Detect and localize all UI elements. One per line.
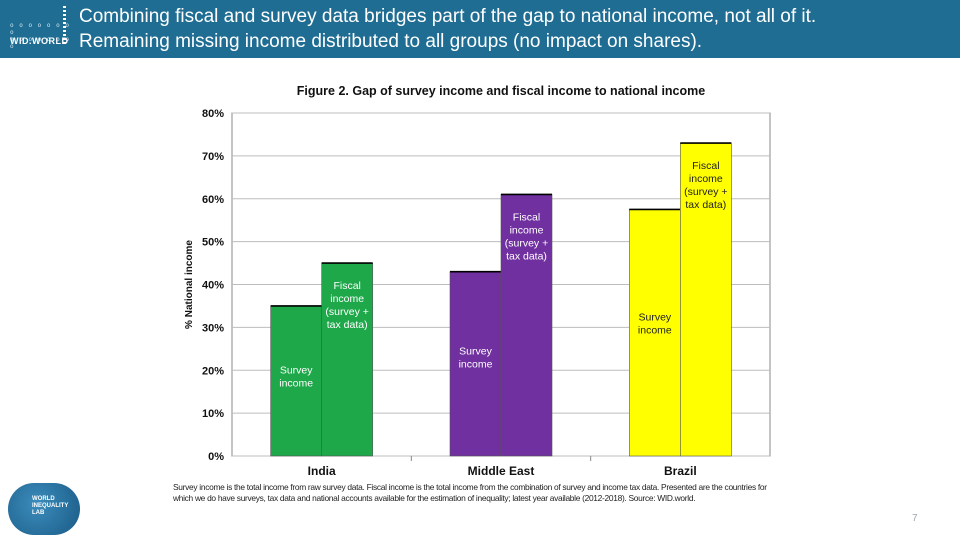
chart-container: Figure 2. Gap of survey income and fisca… bbox=[170, 78, 790, 488]
x-category-label: Middle East bbox=[468, 464, 535, 478]
bar-label: Fiscal bbox=[513, 211, 540, 223]
bar-label: tax data) bbox=[506, 250, 547, 262]
bar bbox=[449, 271, 502, 457]
bar-label: income bbox=[279, 377, 313, 389]
y-tick-label: 60% bbox=[202, 194, 224, 206]
chart-footnote: Survey income is the total income from r… bbox=[173, 482, 767, 503]
bar-label: Survey bbox=[280, 364, 313, 376]
y-tick-label: 80% bbox=[202, 108, 224, 120]
x-category-label: India bbox=[308, 464, 336, 478]
logo-bars-icon bbox=[63, 6, 66, 46]
bar-label: (survey + bbox=[505, 237, 548, 249]
logo-text: WID.WORLD bbox=[10, 36, 69, 46]
bar bbox=[680, 142, 732, 457]
wil-logo-line: WORLD bbox=[32, 496, 55, 502]
y-tick-label: 0% bbox=[208, 451, 224, 463]
page-number: 7 bbox=[912, 513, 918, 524]
bar-label: tax data) bbox=[327, 319, 368, 331]
bar-label: (survey + bbox=[325, 306, 368, 318]
bar-label: income bbox=[510, 224, 544, 236]
bar bbox=[500, 194, 553, 457]
bar-label: (survey + bbox=[684, 186, 727, 198]
y-tick-label: 20% bbox=[202, 365, 224, 377]
bar-label: Survey bbox=[459, 346, 492, 358]
chart-title: Figure 2. Gap of survey income and fisca… bbox=[297, 84, 705, 98]
y-tick-label: 70% bbox=[202, 151, 224, 163]
slide-title-line1: Combining fiscal and survey data bridges… bbox=[79, 6, 817, 27]
bar-chart: Figure 2. Gap of survey income and fisca… bbox=[184, 84, 771, 478]
bar-label: income bbox=[330, 293, 364, 305]
y-tick-label: 10% bbox=[202, 408, 224, 420]
y-tick-label: 50% bbox=[202, 237, 224, 249]
bar-label: Fiscal bbox=[333, 280, 360, 292]
bar-label: income bbox=[638, 324, 672, 336]
y-axis-label: % National income bbox=[184, 240, 195, 329]
y-tick-label: 40% bbox=[202, 280, 224, 292]
bar-label: tax data) bbox=[685, 199, 726, 211]
bar-label: Survey bbox=[638, 311, 671, 323]
wil-logo-line: INEQUALITY bbox=[32, 503, 69, 509]
y-tick-label: 30% bbox=[202, 322, 224, 334]
world-inequality-lab-logo: WORLD INEQUALITY LAB bbox=[8, 483, 80, 535]
bar-label: income bbox=[459, 359, 493, 371]
bar-label: Fiscal bbox=[692, 160, 719, 172]
wil-logo-line: LAB bbox=[32, 510, 45, 516]
bar-label: income bbox=[689, 173, 723, 185]
slide-title-line2: Remaining missing income distributed to … bbox=[79, 31, 703, 52]
x-category-label: Brazil bbox=[664, 464, 697, 478]
